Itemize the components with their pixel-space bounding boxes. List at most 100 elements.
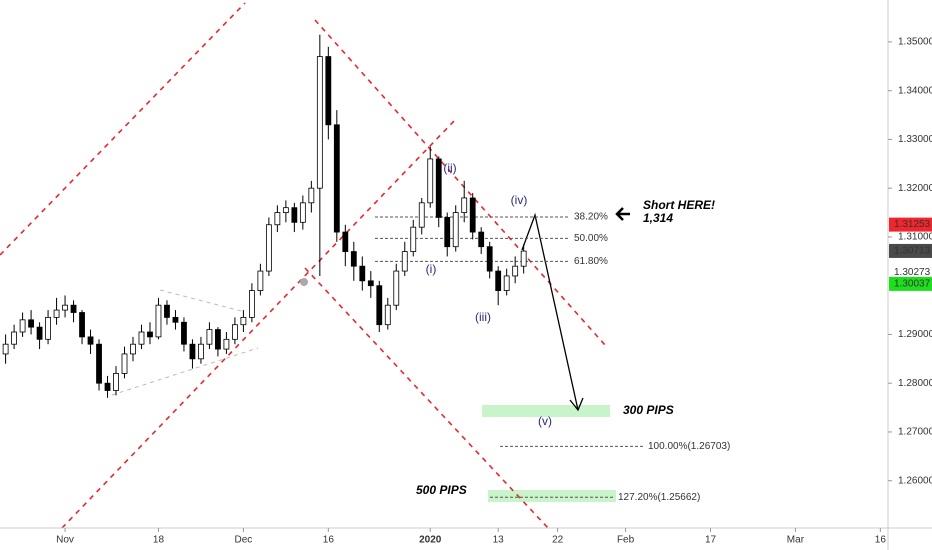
candle-body [96,343,102,384]
y-tick-label: 1.33000 [898,134,932,145]
candle-body [240,316,247,326]
candle-body [274,212,281,226]
arrow-head [569,397,584,412]
candle-body [138,331,145,345]
x-tick-label: 18 [153,535,165,546]
candle-body [45,316,51,340]
x-tick-label: 17 [705,535,717,546]
fib-label: 50.00% [574,233,608,244]
target-label: 300 PIPS [623,403,674,417]
candle-body [444,217,451,248]
candle-body [62,304,68,311]
candle-body [367,280,374,287]
price-tag [889,265,932,280]
candle-body [325,56,332,126]
candle-body [486,246,493,272]
candle-body [215,329,221,350]
candle-body [316,56,323,189]
price-tag-label: 1.30037 [894,279,931,290]
candle-body [503,275,510,291]
candle-body [495,270,502,291]
candle-body [418,202,425,228]
candle-body [113,373,119,391]
candle-body [384,304,391,326]
target-label: 500 PIPS [416,483,467,497]
candle-body [189,343,196,360]
candle-body [36,326,43,340]
fib-label: 38.20% [574,212,608,223]
candle-body [198,343,204,360]
candle-body [478,231,485,248]
price-tag-label: 1.31253 [894,219,931,230]
candle-body [28,319,34,328]
x-tick-label: 13 [493,535,505,546]
wave-label: (i) [426,262,437,276]
candle-body [232,324,238,340]
candle-body [308,187,315,204]
triangle-line [159,289,246,313]
candle-body [155,304,162,338]
x-tick-label: Dec [235,535,253,546]
candle-body [2,343,9,355]
candle-body [512,265,519,277]
price-tag [889,217,932,232]
candle-body [104,382,111,391]
candle-body [11,331,17,345]
fib-label: 61.80% [574,256,608,267]
y-tick-label: 1.35000 [898,37,932,48]
candle-body [121,353,128,374]
marker [300,278,308,286]
candle-body [223,338,230,350]
price-tag-label: 1.30273 [894,267,931,278]
candle-body [53,309,60,318]
y-tick-label: 1.26000 [898,475,932,486]
candle-body [248,290,255,318]
y-tick-label: 1.28000 [898,378,932,389]
x-tick-label: Mar [787,535,805,546]
note: Short HERE! [643,198,715,212]
y-tick-label: 1.32000 [898,183,932,194]
x-tick-label: 16 [323,535,335,546]
note-arrow [615,207,630,221]
candle-body [410,226,417,252]
candle-body [291,207,298,223]
drawings [0,2,630,529]
candle-body [342,231,349,252]
fib-label: 100.00%(1.26703) [648,441,730,452]
wave-label: (v) [538,414,552,428]
x-tick-label: 16 [875,535,887,546]
candle-body [401,251,408,272]
candle-body [147,331,153,338]
candle-body [87,336,94,345]
candle-body [70,304,77,313]
candle-body [333,124,340,233]
candle-body [435,158,442,218]
price-tag [889,243,932,258]
candle-body [376,285,383,326]
candle-body [427,158,434,204]
candle-body [265,224,272,272]
wave-label: (iv) [511,193,528,207]
triangle-line [111,347,259,396]
x-tick-label: 22 [552,535,564,546]
trend-line [314,19,606,346]
candle-body [257,270,264,291]
candle-body [79,312,85,338]
wave-label: (iii) [475,310,491,324]
note: 1,314 [643,211,673,225]
trend-line [0,2,246,256]
candle-body [393,270,400,306]
price-tag-label: 1.30713 [894,246,931,257]
candle-body [520,250,527,267]
y-tick-label: 1.29000 [898,329,932,340]
candle-body [282,207,289,213]
candle-body [172,316,179,323]
candle-body [359,265,366,282]
wave-label: (ii) [443,161,456,175]
candle-body [299,202,306,223]
target-zone [488,490,616,502]
fib-label: 127.20%(1.25662) [618,492,700,503]
candle-body [350,251,357,267]
candle-body [469,197,476,233]
